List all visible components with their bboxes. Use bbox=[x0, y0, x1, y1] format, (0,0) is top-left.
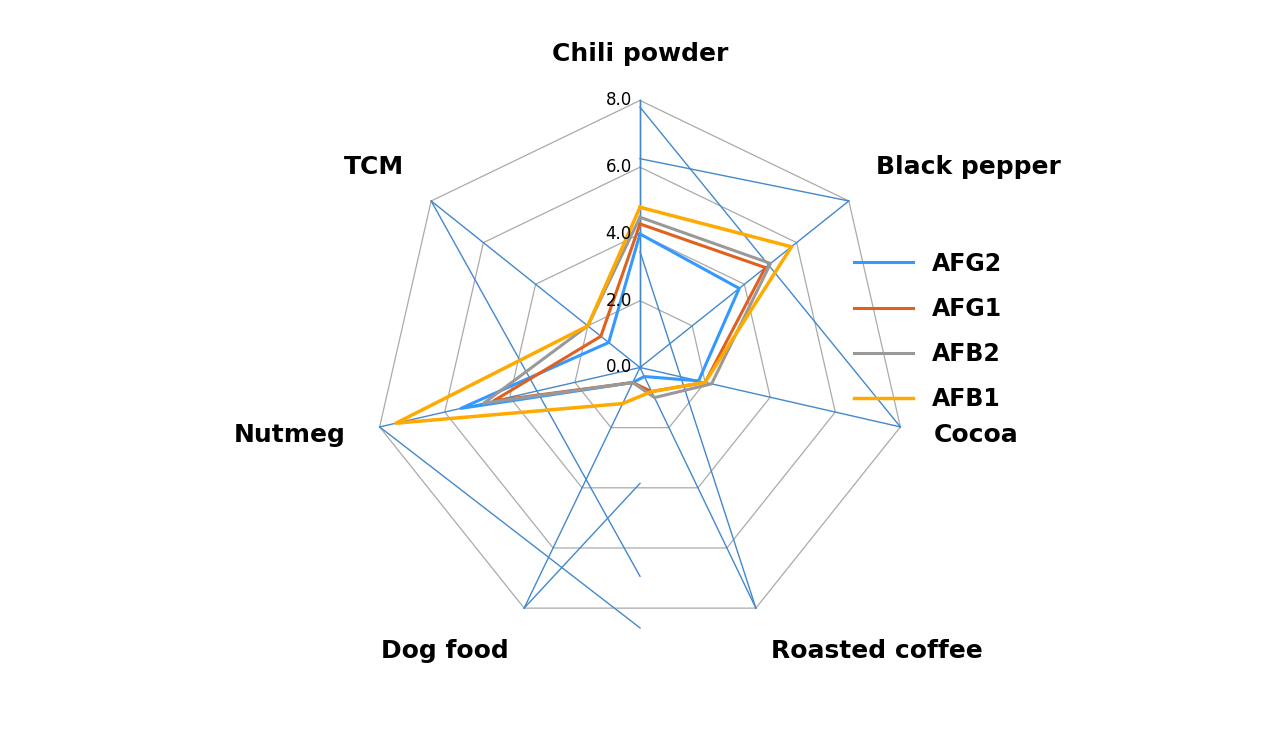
Legend: AFG2, AFG1, AFB2, AFB1: AFG2, AFG1, AFB2, AFB1 bbox=[854, 251, 1002, 412]
Text: Nutmeg: Nutmeg bbox=[234, 423, 346, 447]
Text: Dog food: Dog food bbox=[381, 639, 509, 664]
Text: 8.0: 8.0 bbox=[605, 91, 632, 110]
Text: 4.0: 4.0 bbox=[605, 225, 632, 243]
Text: Roasted coffee: Roasted coffee bbox=[771, 639, 983, 664]
Text: Cocoa: Cocoa bbox=[934, 423, 1019, 447]
Text: 0.0: 0.0 bbox=[605, 359, 632, 376]
Text: TCM: TCM bbox=[344, 155, 404, 179]
Text: Black pepper: Black pepper bbox=[876, 155, 1061, 179]
Text: 2.0: 2.0 bbox=[605, 292, 632, 309]
Text: 6.0: 6.0 bbox=[605, 158, 632, 176]
Text: Chili powder: Chili powder bbox=[552, 42, 728, 65]
